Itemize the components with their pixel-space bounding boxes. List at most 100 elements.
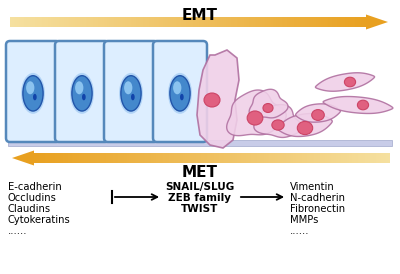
Bar	[10, 17, 12, 27]
Bar	[266, 17, 268, 27]
Bar	[183, 17, 185, 27]
Bar	[143, 17, 146, 27]
Bar	[215, 17, 217, 27]
Ellipse shape	[358, 100, 369, 110]
Bar	[84, 153, 86, 163]
Ellipse shape	[26, 81, 34, 94]
Bar	[208, 153, 210, 163]
Ellipse shape	[170, 76, 190, 111]
Bar	[222, 17, 224, 27]
Bar	[330, 153, 332, 163]
Bar	[366, 17, 368, 27]
Bar	[328, 153, 331, 163]
Bar	[350, 153, 352, 163]
Bar	[194, 153, 196, 163]
Bar	[39, 17, 41, 27]
Bar	[217, 153, 219, 163]
Bar	[211, 153, 214, 163]
Bar	[254, 153, 257, 163]
Bar	[309, 17, 311, 27]
Bar	[269, 17, 271, 27]
Bar	[348, 153, 350, 163]
Bar	[235, 17, 237, 27]
Bar	[40, 17, 43, 27]
Bar	[308, 153, 311, 163]
Bar	[212, 17, 214, 27]
Bar	[112, 17, 115, 27]
Bar	[80, 153, 82, 163]
Bar	[348, 17, 350, 27]
Bar	[22, 17, 25, 27]
Bar	[78, 17, 81, 27]
Bar	[147, 17, 149, 27]
Bar	[12, 17, 14, 27]
Bar	[319, 153, 322, 163]
Ellipse shape	[168, 73, 192, 114]
Bar	[249, 153, 252, 163]
Bar	[377, 153, 379, 163]
Bar	[201, 153, 203, 163]
Bar	[262, 17, 264, 27]
Bar	[350, 17, 352, 27]
Bar	[260, 153, 262, 163]
Text: N-cadherin: N-cadherin	[290, 193, 345, 203]
Bar	[116, 17, 118, 27]
Bar	[192, 153, 194, 163]
Bar	[355, 153, 358, 163]
Bar	[201, 17, 203, 27]
Bar	[109, 153, 111, 163]
FancyBboxPatch shape	[104, 41, 158, 142]
Polygon shape	[254, 105, 302, 138]
Bar	[100, 17, 102, 27]
Bar	[58, 153, 61, 163]
Bar	[231, 17, 234, 27]
Bar	[118, 153, 120, 163]
Text: MET: MET	[182, 165, 218, 180]
Bar	[192, 17, 194, 27]
Bar	[102, 17, 104, 27]
Bar	[362, 153, 365, 163]
Bar	[334, 153, 336, 163]
Bar	[217, 17, 219, 27]
Bar	[156, 153, 158, 163]
Bar	[368, 153, 370, 163]
Bar	[316, 17, 318, 27]
Text: Fibronectin: Fibronectin	[290, 204, 345, 214]
Bar	[338, 17, 340, 27]
Bar	[168, 153, 170, 163]
Bar	[271, 153, 273, 163]
Bar	[166, 153, 169, 163]
Bar	[130, 17, 133, 27]
Bar	[326, 153, 329, 163]
Bar	[361, 153, 363, 163]
Bar	[105, 153, 108, 163]
Bar	[172, 153, 174, 163]
Bar	[150, 153, 152, 163]
Bar	[323, 153, 325, 163]
Bar	[280, 17, 282, 27]
Bar	[177, 17, 180, 27]
Polygon shape	[278, 113, 332, 136]
Bar	[357, 17, 360, 27]
Bar	[82, 17, 84, 27]
Bar	[91, 17, 93, 27]
Bar	[50, 17, 52, 27]
Bar	[287, 17, 289, 27]
Bar	[226, 153, 228, 163]
Bar	[328, 17, 331, 27]
Bar	[278, 17, 280, 27]
Bar	[341, 153, 343, 163]
Bar	[170, 17, 172, 27]
Bar	[251, 153, 253, 163]
Bar	[179, 153, 181, 163]
Bar	[91, 153, 93, 163]
Bar	[53, 17, 56, 27]
Bar	[158, 17, 160, 27]
Bar	[321, 153, 324, 163]
Bar	[346, 153, 349, 163]
Bar	[267, 17, 270, 27]
Bar	[264, 17, 266, 27]
Bar	[46, 153, 48, 163]
Bar	[202, 153, 205, 163]
Bar	[219, 17, 221, 27]
